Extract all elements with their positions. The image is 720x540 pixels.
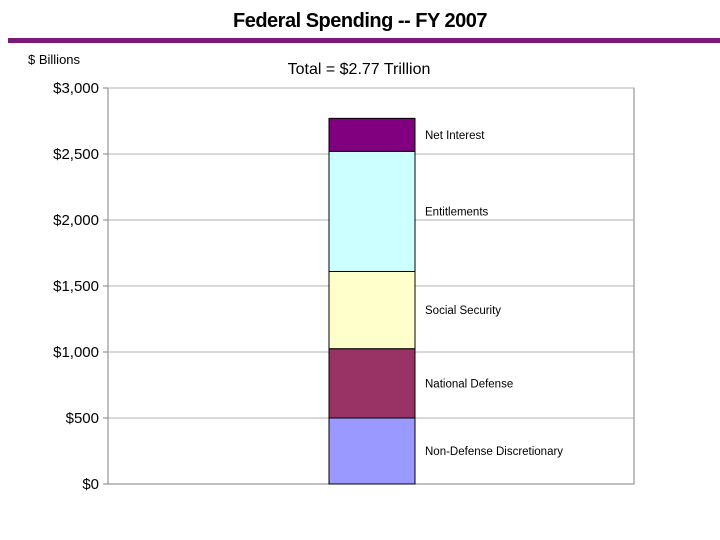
y-tick-label: $3,000: [53, 80, 99, 97]
bar-segment-social-security: [328, 270, 416, 350]
y-tick-label: $2,500: [53, 146, 99, 163]
y-tick-label: $1,000: [53, 344, 99, 361]
y-tick-label: $2,000: [53, 212, 99, 229]
chart-title: Total = $2.77 Trillion: [0, 61, 720, 79]
chart-title-text: Total = $2.77 Trillion: [287, 61, 431, 78]
title-divider: [8, 38, 720, 43]
segment-label-social-security: Social Security: [425, 305, 501, 317]
title-divider-bar: [8, 38, 720, 43]
bar-segment-net-interest: [328, 117, 416, 152]
slide-title: Federal Spending -- FY 2007: [233, 10, 487, 32]
y-axis-label: $ Billions: [28, 52, 81, 67]
segment-label-net-interest: Net Interest: [425, 130, 485, 142]
y-tick-label: $0: [82, 476, 99, 493]
y-tick-label: $500: [66, 410, 99, 427]
segment-label-non-defense-discretionary: Non-Defense Discretionary: [425, 446, 563, 458]
y-tick-label: $1,500: [53, 278, 99, 295]
bar-segment-entitlements: [328, 150, 416, 272]
bar-segment-non-defense-discretionary: [328, 417, 416, 485]
segment-label-entitlements: Entitlements: [425, 206, 489, 218]
segment-label-national-defense: National Defense: [425, 378, 513, 390]
bar-segment-national-defense: [328, 348, 416, 419]
